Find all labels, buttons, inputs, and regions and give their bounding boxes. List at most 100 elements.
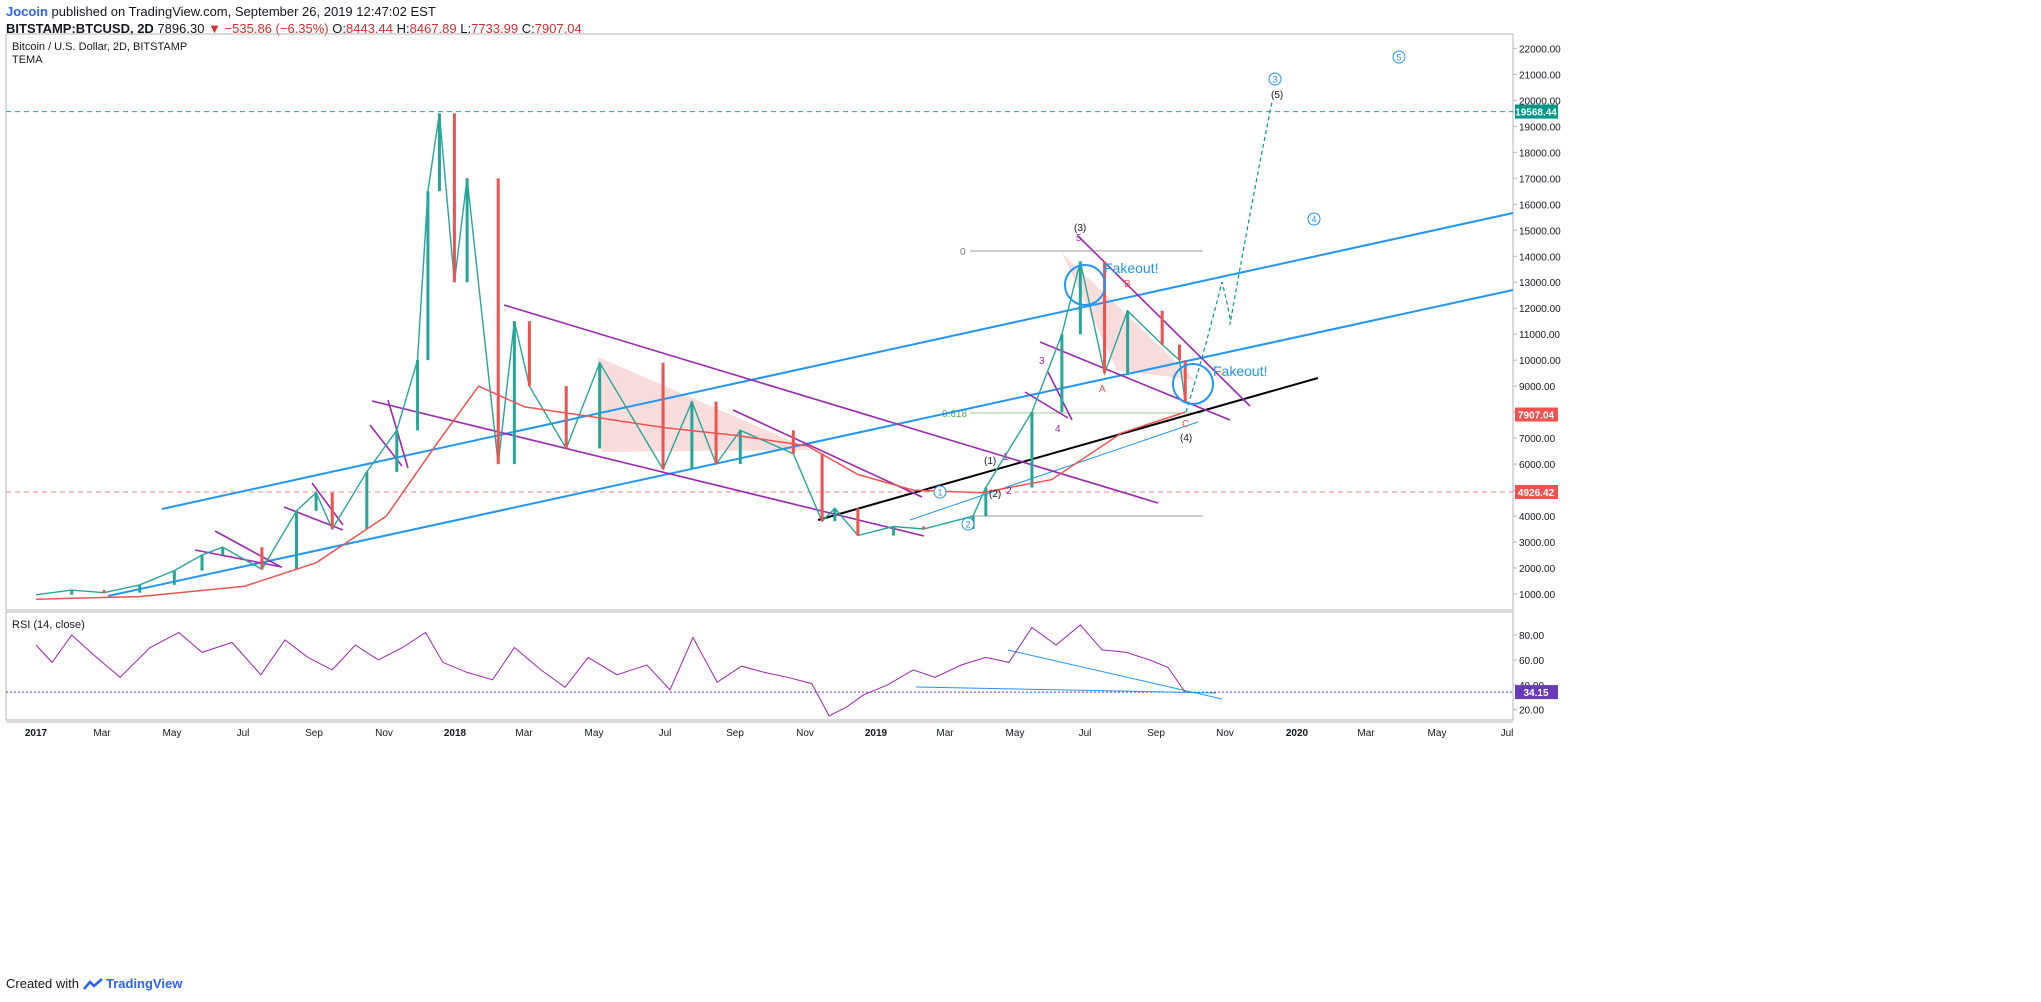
x-tick-label: Sep bbox=[1147, 728, 1165, 739]
y-tick-label: 9000.00 bbox=[1519, 382, 1556, 393]
fib-0-label: 0 bbox=[960, 247, 966, 258]
wave-label: A bbox=[1099, 384, 1106, 395]
x-tick-label: May bbox=[1006, 728, 1025, 739]
high-label: H: bbox=[396, 21, 410, 36]
circled-wave-marker bbox=[961, 517, 975, 531]
circled-wave-marker bbox=[1392, 50, 1406, 64]
wedge-line bbox=[1047, 371, 1073, 421]
fakeout-label-1: Fakeout! bbox=[1104, 260, 1158, 276]
y-tick-label: 11000.00 bbox=[1519, 330, 1560, 341]
wedge-line bbox=[1077, 235, 1251, 407]
wave-label: 3 bbox=[1039, 356, 1045, 367]
projection-path bbox=[1185, 101, 1273, 413]
y-tick-label: 3000.00 bbox=[1519, 538, 1556, 549]
y-tick-label: 12000.00 bbox=[1519, 304, 1561, 315]
y-tick-label: 7000.00 bbox=[1519, 434, 1556, 445]
x-tick-label: Jul bbox=[659, 728, 672, 739]
x-tick-label: Jul bbox=[1079, 728, 1092, 739]
wedge-line bbox=[732, 409, 923, 498]
circled-wave-label: 5 bbox=[1396, 53, 1401, 63]
y-tick-label: 21000.00 bbox=[1519, 70, 1561, 81]
rsi-tick-label: 20.00 bbox=[1519, 706, 1544, 717]
rsi-divergence-line bbox=[1007, 649, 1223, 700]
x-tick-label: 2017 bbox=[25, 728, 48, 739]
x-tick-label: Sep bbox=[305, 728, 323, 739]
wedge-line bbox=[311, 482, 344, 526]
wave-label: 4 bbox=[1055, 424, 1061, 435]
tradingview-icon bbox=[83, 977, 103, 990]
price-pane bbox=[5, 33, 1514, 611]
circled-wave-label: 2 bbox=[965, 520, 970, 530]
tradingview-brand: TradingView bbox=[105, 976, 183, 991]
publish-line: Jocoin published on TradingView.com, Sep… bbox=[6, 4, 436, 19]
close-label: C: bbox=[521, 21, 535, 36]
low-label: L: bbox=[460, 21, 472, 36]
wedge-line bbox=[214, 530, 282, 568]
wave-label: 2 bbox=[1006, 486, 1012, 497]
created-with-text: Created with bbox=[6, 976, 79, 991]
fakeout-label-2: Fakeout! bbox=[1213, 363, 1267, 379]
y-tick-label: 17000.00 bbox=[1519, 174, 1561, 185]
ath-price-badge-bg bbox=[1515, 104, 1558, 119]
author-link[interactable]: Jocoin bbox=[6, 4, 48, 19]
last-price-badge-bg bbox=[1515, 407, 1558, 422]
channel-upper-line bbox=[161, 212, 1514, 510]
x-tick-label: Nov bbox=[796, 728, 814, 739]
circled-wave-marker bbox=[1268, 72, 1282, 86]
symbol-line: BITSTAMP:BTCUSD, 2D 7896.30 ▼ −535.86 (−… bbox=[6, 21, 582, 36]
high-value: 8467.89 bbox=[409, 21, 457, 36]
x-tick-label: Nov bbox=[1216, 728, 1234, 739]
x-tick-label: Jul bbox=[1501, 728, 1514, 739]
ath-price-badge: 19568.44 bbox=[1515, 108, 1557, 119]
rsi-value-badge: 34.15 bbox=[1523, 688, 1548, 699]
support-price-badge-bg bbox=[1515, 484, 1558, 499]
y-tick-label: 4000.00 bbox=[1519, 512, 1556, 523]
rsi-tick-label: 60.00 bbox=[1519, 656, 1544, 667]
last-price: 7896.30 bbox=[157, 21, 205, 36]
wedge-line bbox=[371, 400, 925, 537]
close-value: 7907.04 bbox=[534, 21, 582, 36]
x-tick-label: May bbox=[163, 728, 182, 739]
low-value: 7733.99 bbox=[471, 21, 519, 36]
y-tick-label: 18000.00 bbox=[1519, 148, 1561, 159]
x-tick-label: Mar bbox=[93, 728, 111, 739]
chart-title: Bitcoin / U.S. Dollar, 2D, BITSTAMP bbox=[12, 41, 187, 53]
wave-label: (1) bbox=[984, 456, 996, 467]
tradingview-logo[interactable]: TradingView bbox=[83, 976, 182, 991]
fakeout-circle-2 bbox=[1172, 363, 1214, 405]
x-tick-label: May bbox=[585, 728, 604, 739]
y-tick-label: 15000.00 bbox=[1519, 226, 1561, 237]
x-tick-label: Sep bbox=[726, 728, 744, 739]
wave-label: (4) bbox=[1180, 433, 1192, 444]
open-label: O: bbox=[332, 21, 346, 36]
rsi-trend-line bbox=[915, 686, 1217, 694]
y-tick-label: 14000.00 bbox=[1519, 252, 1561, 263]
support-trendline bbox=[817, 377, 1319, 521]
down-arrow-icon: ▼ bbox=[208, 21, 221, 36]
y-tick-label: 19000.00 bbox=[1519, 122, 1561, 133]
fakeout-circle-1 bbox=[1064, 264, 1106, 306]
y-tick-label: 1000.00 bbox=[1519, 590, 1556, 601]
fib-0618-label: 0.618 bbox=[942, 409, 967, 420]
channel-lower-line bbox=[107, 289, 1514, 597]
last-price-badge: 7907.04 bbox=[1518, 411, 1555, 422]
y-tick-label: 2000.00 bbox=[1519, 564, 1556, 575]
rsi-pane bbox=[5, 611, 1514, 721]
wave-label: 1 bbox=[1003, 452, 1009, 463]
wave-label: C bbox=[1182, 419, 1189, 430]
indicator-label: TEMA bbox=[12, 54, 43, 66]
y-tick-label: 20000.00 bbox=[1519, 96, 1561, 107]
x-tick-label: 2019 bbox=[865, 728, 888, 739]
x-tick-label: Jul bbox=[237, 728, 250, 739]
symbol-name: BITSTAMP:BTCUSD, 2D bbox=[6, 21, 154, 36]
support-price-badge: 4926.42 bbox=[1518, 488, 1555, 499]
x-tick-label: Nov bbox=[375, 728, 393, 739]
y-tick-label: 16000.00 bbox=[1519, 200, 1561, 211]
y-tick-label: 6000.00 bbox=[1519, 460, 1556, 471]
x-tick-label: Mar bbox=[1357, 728, 1375, 739]
wave-label: 5 bbox=[1076, 233, 1082, 244]
circled-wave-label: 4 bbox=[1311, 215, 1316, 225]
circled-wave-label: 3 bbox=[1272, 75, 1277, 85]
y-tick-label: 13000.00 bbox=[1519, 278, 1561, 289]
